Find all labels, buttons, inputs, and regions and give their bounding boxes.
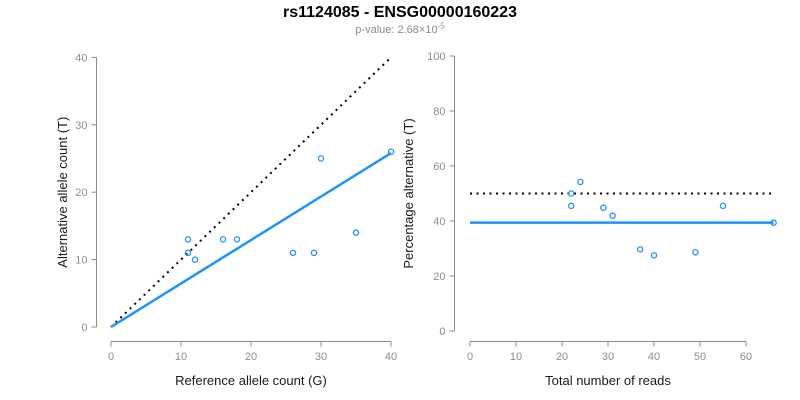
data-point: [184, 236, 192, 243]
data-point: [317, 155, 325, 162]
x-tick-label: 30: [315, 351, 327, 363]
p-value-exponent: -5: [437, 21, 445, 31]
data-point: [387, 148, 395, 156]
data-point: [352, 229, 360, 236]
data-point: [719, 202, 727, 210]
y-tick-label: 80: [433, 106, 445, 118]
x-tick-label: 60: [740, 351, 752, 363]
x-axis-label: Total number of reads: [545, 373, 671, 388]
data-point: [219, 236, 227, 243]
y-axis-label: Alternative allele count (T): [55, 117, 70, 268]
plot-subtitle: p-value: 2.68×10-5: [0, 21, 800, 36]
y-tick-label: 20: [433, 271, 445, 283]
y-tick-label: 100: [427, 51, 445, 63]
y-tick-label: 30: [75, 120, 87, 132]
data-point: [770, 219, 777, 226]
x-tick-label: 40: [385, 351, 397, 363]
data-point: [577, 178, 584, 186]
x-tick-label: 20: [556, 351, 568, 363]
identity-line: [110, 56, 392, 328]
data-point: [600, 204, 607, 212]
y-axis-label: Percentage alternative (T): [401, 118, 416, 268]
y-tick-label: 0: [439, 326, 445, 338]
data-point: [567, 202, 575, 210]
data-point: [692, 249, 699, 256]
x-tick-label: 10: [175, 351, 187, 363]
data-point: [233, 236, 241, 243]
x-axis-label: Reference allele count (G): [175, 373, 327, 388]
x-tick-label: 20: [245, 351, 257, 363]
x-tick-label: 0: [467, 351, 473, 363]
x-tick-label: 50: [694, 351, 706, 363]
data-point: [191, 256, 199, 263]
data-point: [650, 252, 658, 259]
data-point: [567, 190, 575, 197]
x-tick-label: 0: [108, 351, 114, 363]
p-value-label: p-value:: [355, 24, 398, 36]
y-tick-label: 20: [75, 187, 87, 199]
x-tick-label: 30: [602, 351, 614, 363]
p-value-mantissa: 2.68×10: [397, 24, 438, 36]
y-tick-label: 40: [75, 52, 87, 64]
data-point: [636, 246, 644, 253]
data-point: [609, 212, 616, 220]
x-tick-label: 10: [510, 351, 522, 363]
y-tick-label: 10: [75, 255, 87, 267]
x-tick-label: 40: [648, 351, 660, 363]
y-tick-label: 0: [81, 322, 87, 334]
data-point: [289, 249, 297, 257]
y-tick-label: 40: [433, 216, 445, 228]
data-point: [310, 249, 318, 257]
y-tick-label: 60: [433, 161, 445, 173]
plot-title: rs1124085 - ENSG00000160223: [283, 4, 517, 21]
data-point: [184, 249, 192, 257]
fit-line: [110, 152, 392, 329]
